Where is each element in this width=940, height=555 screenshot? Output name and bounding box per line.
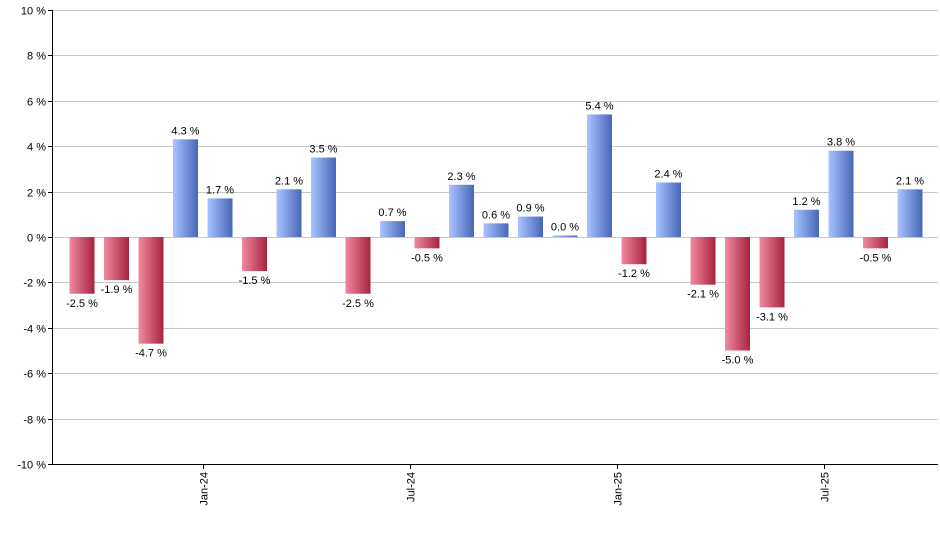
data-label: -1.2 % — [618, 268, 650, 280]
data-label: 0.7 % — [378, 207, 406, 219]
data-label: 2.1 % — [896, 175, 924, 187]
data-label: 1.7 % — [206, 184, 234, 196]
data-label: 1.2 % — [792, 196, 820, 208]
bar — [345, 237, 371, 294]
x-axis-tick-labels: Jan-24 Jul-24 Jan-25 Jul-25 — [199, 464, 832, 506]
data-labels: -2.5 %-1.9 %-4.7 %4.3 %1.7 %-1.5 %2.1 %3… — [66, 100, 924, 366]
bar — [138, 237, 164, 344]
data-label: -5.0 % — [722, 355, 754, 367]
x-tick-label: Jan-25 — [613, 472, 625, 506]
bar — [828, 150, 854, 237]
bar — [725, 237, 750, 351]
bar — [449, 184, 474, 237]
data-label: -0.5 % — [411, 252, 443, 264]
data-label: 3.5 % — [309, 144, 337, 156]
bar — [587, 114, 612, 237]
bar — [794, 209, 819, 237]
data-label: -2.5 % — [66, 298, 98, 310]
axes — [52, 10, 938, 465]
bar — [242, 237, 267, 272]
bar — [552, 235, 578, 237]
data-label: -1.9 % — [101, 284, 133, 296]
bar — [621, 237, 647, 265]
data-label: -3.1 % — [756, 311, 788, 323]
x-tick-label: Jul-25 — [820, 472, 832, 502]
bar — [863, 237, 888, 249]
bar — [207, 198, 233, 237]
x-tick-label: Jan-24 — [199, 472, 211, 506]
y-tick-label: -8 % — [23, 415, 46, 427]
bars — [69, 114, 923, 351]
y-tick-label: 10 % — [21, 6, 46, 18]
y-tick-label: -4 % — [23, 324, 46, 336]
bar — [414, 237, 440, 249]
data-label: -0.5 % — [860, 252, 892, 264]
bar — [759, 237, 785, 308]
data-label: -2.5 % — [342, 298, 374, 310]
data-label: 3.8 % — [827, 137, 855, 149]
data-label: 2.1 % — [275, 175, 303, 187]
y-tick-label: 4 % — [27, 142, 46, 154]
y-tick-label: -2 % — [23, 278, 46, 290]
bar — [897, 189, 923, 237]
data-label: 0.0 % — [551, 222, 579, 234]
data-label: 0.9 % — [516, 203, 544, 215]
data-label: 5.4 % — [585, 100, 613, 112]
x-tick-label: Jul-24 — [406, 472, 418, 502]
bar — [380, 221, 405, 237]
bar — [518, 216, 543, 237]
bar — [656, 182, 681, 237]
bar — [173, 139, 198, 237]
y-tick-label: 8 % — [27, 51, 46, 63]
data-label: -1.5 % — [239, 275, 271, 287]
bar — [276, 189, 302, 237]
bar — [690, 237, 716, 285]
y-tick-label: 0 % — [27, 233, 46, 245]
bar — [483, 223, 509, 237]
bar — [69, 237, 95, 294]
y-tick-label: -6 % — [23, 369, 46, 381]
data-label: -2.1 % — [687, 289, 719, 301]
data-label: 4.3 % — [171, 125, 199, 137]
data-label: 2.4 % — [654, 169, 682, 181]
y-tick-label: 2 % — [27, 188, 46, 200]
y-axis-tick-labels: 10 % 8 % 6 % 4 % 2 % 0 % -2 % -4 % -6 % -8 % -10 % — [17, 6, 52, 472]
data-label: -4.7 % — [135, 348, 167, 360]
bar — [104, 237, 129, 281]
y-tick-label: 6 % — [27, 97, 46, 109]
bar — [311, 157, 336, 237]
grid-lines — [52, 10, 938, 465]
y-tick-label: -10 % — [17, 460, 46, 472]
data-label: 2.3 % — [447, 171, 475, 183]
data-label: 0.6 % — [482, 209, 510, 221]
